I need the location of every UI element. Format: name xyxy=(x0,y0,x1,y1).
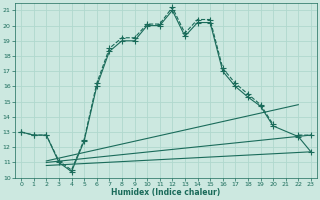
X-axis label: Humidex (Indice chaleur): Humidex (Indice chaleur) xyxy=(111,188,221,197)
